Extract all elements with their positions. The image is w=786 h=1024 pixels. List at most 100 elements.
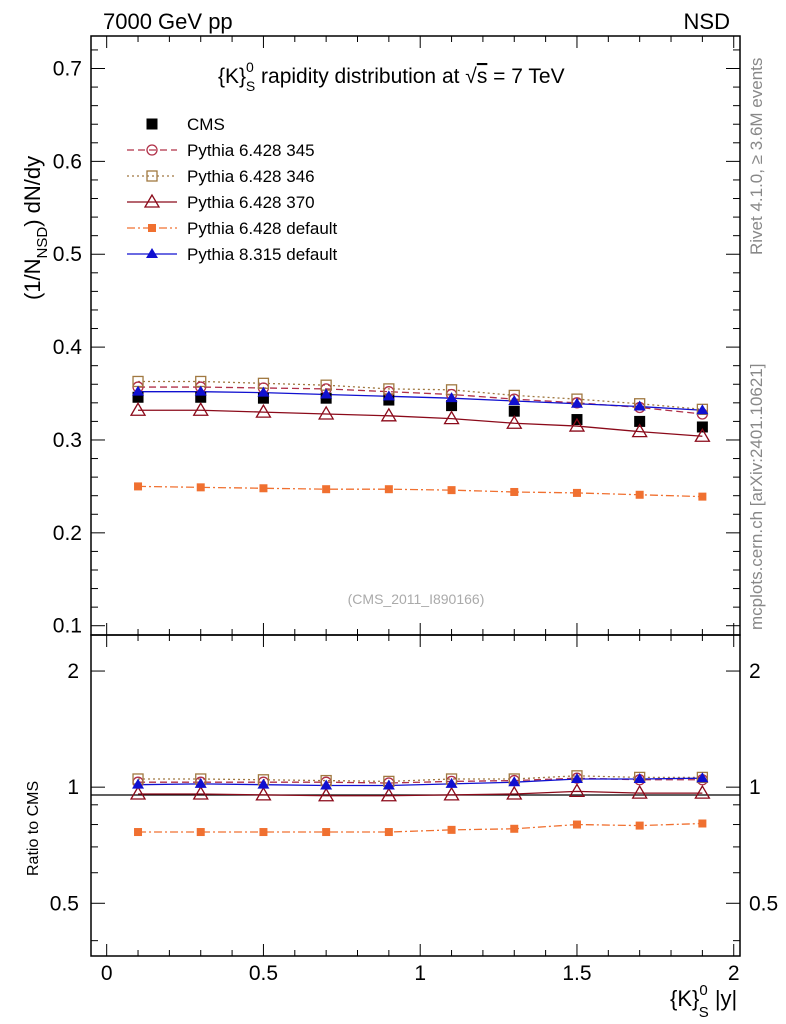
- ratio-series-lines: [138, 775, 703, 833]
- ratio-point-pythia-6-428-default: [196, 828, 205, 837]
- svg-text:(1/NNSD) dN/dy: (1/NNSD) dN/dy: [20, 156, 51, 300]
- rivet-version-label: Rivet 4.1.0, ≥ 3.6M events: [747, 58, 766, 255]
- svg-text:{K}0S rapidity distribution at: {K}0 S rapidity distribution at √s = 7 Te…: [218, 59, 565, 94]
- legend-label-pythia-6-428-default: Pythia 6.428 default: [187, 219, 338, 238]
- point-cms: [696, 421, 708, 433]
- x-tick-label: 1.5: [562, 962, 591, 985]
- point-pythia-8-315-default: [508, 394, 521, 405]
- ratio-tick-label-right: 2: [749, 660, 761, 683]
- point-cms: [195, 391, 207, 403]
- ratio-point-pythia-6-428-default: [635, 821, 644, 830]
- point-pythia-8-315-default: [633, 400, 646, 411]
- ratio-tick-label-right: 1: [749, 776, 761, 799]
- y-tick-label: 0.2: [53, 522, 82, 545]
- ratio-point-pythia-6-428-default: [572, 820, 581, 829]
- y-tick-label: 0.6: [53, 150, 82, 173]
- ratio-line-pythia-6-428-346: [138, 775, 703, 783]
- ratio-point-pythia-6-428-370: [443, 786, 460, 801]
- legend-marker-pythia-6-428-370: [143, 193, 161, 208]
- legend-marker-cms: [146, 118, 158, 130]
- point-pythia-6-428-370: [443, 410, 460, 425]
- point-cms: [634, 415, 646, 427]
- point-pythia-6-428-default: [635, 490, 644, 499]
- ratio-point-pythia-6-428-default: [259, 828, 268, 837]
- legend-marker-pythia-6-428-default: [148, 224, 156, 232]
- ratio-point-pythia-6-428-default: [322, 828, 331, 837]
- y-axis-label: (1/NNSD) dN/dy: [20, 156, 51, 300]
- point-pythia-8-315-default: [194, 385, 207, 396]
- ratio-series-markers: [129, 770, 711, 837]
- ratio-point-pythia-8-315-default: [382, 779, 395, 790]
- svg-text:{K}0S |y|: {K}0 S |y|: [670, 982, 737, 1021]
- ratio-tick-label: 1: [67, 776, 79, 799]
- ratio-point-pythia-8-315-default: [633, 772, 646, 783]
- point-pythia-6-428-370: [129, 401, 147, 416]
- ratio-point-pythia-6-428-default: [384, 828, 393, 837]
- chart-title: {K}0 S rapidity distribution at √s = 7 Te…: [218, 59, 565, 94]
- legend: CMS Pythia 6.428 345 Pythia 6.428 346 Pythi…: [127, 115, 338, 264]
- point-cms: [508, 405, 520, 417]
- ratio-point-pythia-8-315-default: [696, 772, 709, 783]
- y-tick-label: 0.3: [53, 429, 82, 452]
- point-cms: [132, 391, 144, 403]
- series-line-pythia-8-315-default: [138, 391, 703, 411]
- y-tick-label: 0.1: [53, 615, 82, 638]
- point-cms: [257, 392, 269, 404]
- series-line-pythia-6-428-346: [138, 380, 703, 410]
- ratio-point-pythia-8-315-default: [194, 777, 207, 788]
- point-pythia-6-428-default: [384, 485, 393, 494]
- header-right: NSD: [684, 9, 730, 34]
- y-tick-label: 0.5: [53, 243, 82, 266]
- ratio-point-pythia-8-315-default: [508, 776, 521, 787]
- point-pythia-6-428-370: [694, 427, 711, 442]
- point-pythia-6-428-370: [192, 401, 209, 416]
- ratio-point-pythia-6-428-370: [318, 787, 335, 802]
- point-pythia-8-315-default: [257, 386, 270, 397]
- ratio-point-pythia-6-428-default: [510, 824, 519, 833]
- legend-label-pythia-6-428-345: Pythia 6.428 345: [187, 141, 315, 160]
- point-pythia-8-315-default: [382, 390, 395, 401]
- point-pythia-6-428-370: [631, 423, 648, 438]
- ratio-tick-label-right: 0.5: [749, 892, 778, 915]
- point-pythia-8-315-default: [445, 392, 458, 403]
- ratio-point-pythia-8-315-default: [257, 778, 270, 789]
- x-tick-label: 2: [728, 962, 740, 985]
- tick-labels: 0 0.5 1 1.5 2 0.1 0.2 0.3 0.4 0.5 0.6 0.7 0.5 0.5 1 1 2 2: [50, 58, 778, 985]
- point-cms: [446, 400, 458, 412]
- ratio-point-pythia-6-428-370: [568, 783, 586, 798]
- ratio-line-pythia-6-428-345: [138, 777, 703, 784]
- main-series-lines: [138, 380, 703, 498]
- ratio-line-pythia-8-315-default: [138, 777, 703, 787]
- ratio-point-pythia-8-315-default: [570, 772, 583, 783]
- header-left: 7000 GeV pp: [103, 9, 233, 34]
- ratio-point-pythia-8-315-default: [445, 777, 458, 788]
- ratio-point-pythia-6-428-370: [506, 785, 523, 800]
- ratio-point-pythia-6-428-370: [192, 785, 209, 800]
- main-series-markers: [129, 375, 711, 501]
- point-pythia-6-428-default: [259, 484, 268, 493]
- point-pythia-6-428-default: [572, 488, 581, 497]
- mcplots-label: mcplots.cern.ch [arXiv:2401.10621]: [747, 364, 766, 630]
- ratio-y-axis-label: Ratio to CMS: [25, 781, 42, 876]
- point-pythia-6-428-370: [255, 403, 272, 418]
- x-axis-label: {K}0 S |y|: [670, 982, 737, 1021]
- ratio-point-pythia-6-428-370: [631, 784, 648, 799]
- x-tick-label: 1: [414, 962, 426, 985]
- series-line-pythia-6-428-default: [138, 485, 703, 498]
- ratio-point-pythia-8-315-default: [132, 778, 145, 789]
- ratio-point-pythia-6-428-370: [129, 785, 147, 800]
- ratio-point-pythia-8-315-default: [320, 779, 333, 790]
- ratio-point-pythia-6-428-370: [255, 786, 272, 801]
- ratio-point-pythia-6-428-default: [134, 828, 143, 837]
- x-tick-label: 0: [101, 962, 113, 985]
- point-pythia-6-428-default: [134, 482, 143, 491]
- legend-marker-pythia-6-428-346: [146, 170, 158, 182]
- point-pythia-6-428-370: [506, 414, 523, 429]
- point-pythia-6-428-default: [698, 492, 707, 501]
- series-line-pythia-6-428-345: [138, 386, 703, 415]
- series-line-pythia-6-428-370: [138, 409, 703, 437]
- axis-ticks: [91, 36, 740, 956]
- point-pythia-8-315-default: [696, 404, 709, 415]
- point-pythia-6-428-default: [322, 485, 331, 494]
